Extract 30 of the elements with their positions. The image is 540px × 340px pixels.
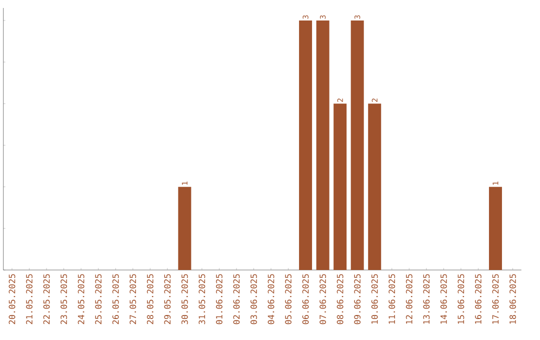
x-tick-label: 25.05.2025	[95, 274, 102, 324]
x-tick-label: 09.06.2025	[354, 274, 361, 324]
x-tick-label: 18.06.2025	[510, 274, 516, 324]
x-tick-label: 29.05.2025	[164, 274, 171, 324]
x-tick-label: 16.06.2025	[474, 274, 482, 324]
x-tick-label: 14.06.2025	[440, 274, 447, 324]
x-tick-label: 26.05.2025	[112, 274, 119, 324]
x-tick-label: 07.06.2025	[320, 274, 326, 324]
x-tick-label: 11.06.2025	[388, 274, 396, 324]
x-tick-label: 02.06.2025	[233, 274, 240, 324]
x-tick-label: 22.05.2025	[43, 274, 50, 324]
x-tick-label: 15.06.2025	[458, 274, 464, 324]
x-tick-label: 30.05.2025	[181, 274, 188, 324]
x-tick-label: 20.05.2025	[8, 274, 16, 324]
x-tick-label: 06.06.2025	[302, 274, 309, 324]
x-tick-label: 24.05.2025	[78, 274, 84, 324]
x-tick-label: 17.06.2025	[492, 274, 499, 324]
x-tick-label: 05.06.2025	[285, 274, 292, 324]
x-tick-label: 27.05.2025	[130, 274, 136, 324]
x-tick-label: 01.06.2025	[216, 274, 222, 324]
x-tick-label: 23.05.2025	[60, 274, 68, 324]
x-tick-label: 10.06.2025	[371, 274, 378, 324]
x-tick-label: 08.06.2025	[336, 274, 344, 324]
x-tick-label: 04.06.2025	[268, 274, 274, 324]
x-tick-label: 31.05.2025	[198, 274, 206, 324]
x-tick-label: 03.06.2025	[250, 274, 257, 324]
x-tick-label: 12.06.2025	[406, 274, 412, 324]
x-tick-label: 28.05.2025	[146, 274, 154, 324]
x-tick-label: 21.05.2025	[26, 274, 32, 324]
x-tick-label: 13.06.2025	[423, 274, 430, 324]
